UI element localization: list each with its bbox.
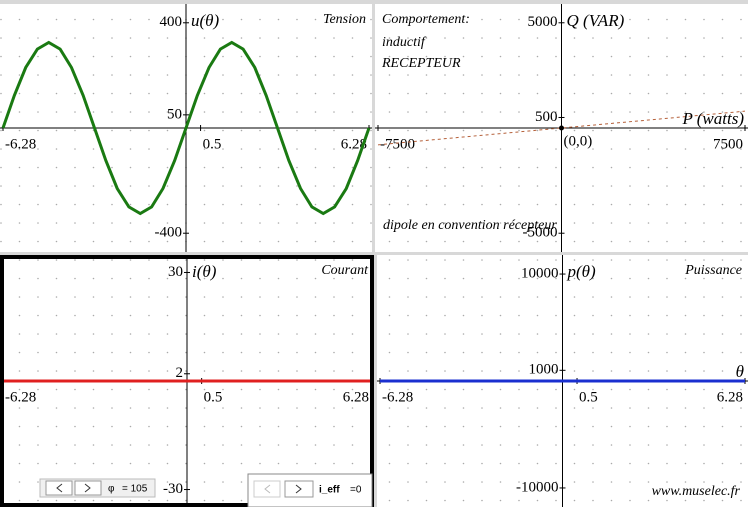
series-line xyxy=(1,40,371,216)
active-panel-border xyxy=(0,255,374,507)
y-axis-label: i(θ) xyxy=(192,262,217,281)
arrow xyxy=(264,484,271,494)
y-tick-label: -30 xyxy=(163,481,183,497)
x-tick-label: 6.28 xyxy=(717,389,743,405)
slider-phi[interactable]: φ = 105 xyxy=(39,478,156,498)
x-tick-label: 0.5 xyxy=(579,389,598,405)
slider-label: i_eff xyxy=(319,485,340,496)
y-tick-label: 5000 xyxy=(528,14,558,30)
y-tick-label: -10000 xyxy=(516,479,559,495)
x-tick-label: -6.28 xyxy=(382,389,413,405)
x-tick-label: -7500 xyxy=(380,136,415,152)
slider-ieff[interactable]: i_eff =0 xyxy=(247,473,373,507)
series-line xyxy=(377,110,746,146)
panel-title: Tension xyxy=(323,12,366,27)
x-tick-label: -6.28 xyxy=(5,389,36,405)
annotation: Comportement: xyxy=(382,12,470,27)
y-axis-label: p(θ) xyxy=(567,262,597,281)
annotation: inductif xyxy=(382,35,427,50)
footer: www.muselec.fr xyxy=(652,484,741,499)
y-tick-label: 10000 xyxy=(521,265,559,281)
y-tick-label: 50 xyxy=(167,106,182,122)
slider-right[interactable] xyxy=(74,480,102,496)
annotation: dipole en convention récepteur xyxy=(383,218,557,233)
x-tick-label: -6.28 xyxy=(5,136,36,152)
arrow xyxy=(295,484,302,494)
arrow xyxy=(56,483,63,493)
x-tick-label: 0.5 xyxy=(204,389,223,405)
y-tick-label: -400 xyxy=(155,225,183,241)
slider-left[interactable] xyxy=(253,480,281,498)
y-axis-label: Q (VAR) xyxy=(567,11,625,30)
x-axis-label: P (watts) xyxy=(681,109,744,128)
slider-left[interactable] xyxy=(45,480,73,496)
panel-title: Courant xyxy=(321,263,369,278)
y-tick-label: 1000 xyxy=(529,362,559,378)
slider-value: =0 xyxy=(350,485,362,496)
point-label: (0,0) xyxy=(564,133,593,149)
y-tick-label: 400 xyxy=(160,14,183,30)
y-tick-label: 500 xyxy=(535,109,558,125)
x-tick-label: 6.28 xyxy=(343,389,369,405)
panel-title: Puissance xyxy=(684,263,742,278)
arrow xyxy=(84,483,91,493)
y-tick-label: -5000 xyxy=(523,225,558,241)
y-tick-label: 30 xyxy=(168,264,183,280)
x-tick-label: 0.5 xyxy=(203,136,222,152)
y-tick-label: 2 xyxy=(176,365,184,381)
annotation: RECEPTEUR xyxy=(381,56,461,71)
point xyxy=(559,125,564,131)
slider-value: = 105 xyxy=(122,484,148,495)
slider-label: φ xyxy=(108,484,115,495)
x-tick-label: 7500 xyxy=(713,136,743,152)
y-axis-label: u(θ) xyxy=(191,11,220,30)
x-axis-label: θ xyxy=(736,362,744,381)
slider-right[interactable] xyxy=(284,480,314,498)
